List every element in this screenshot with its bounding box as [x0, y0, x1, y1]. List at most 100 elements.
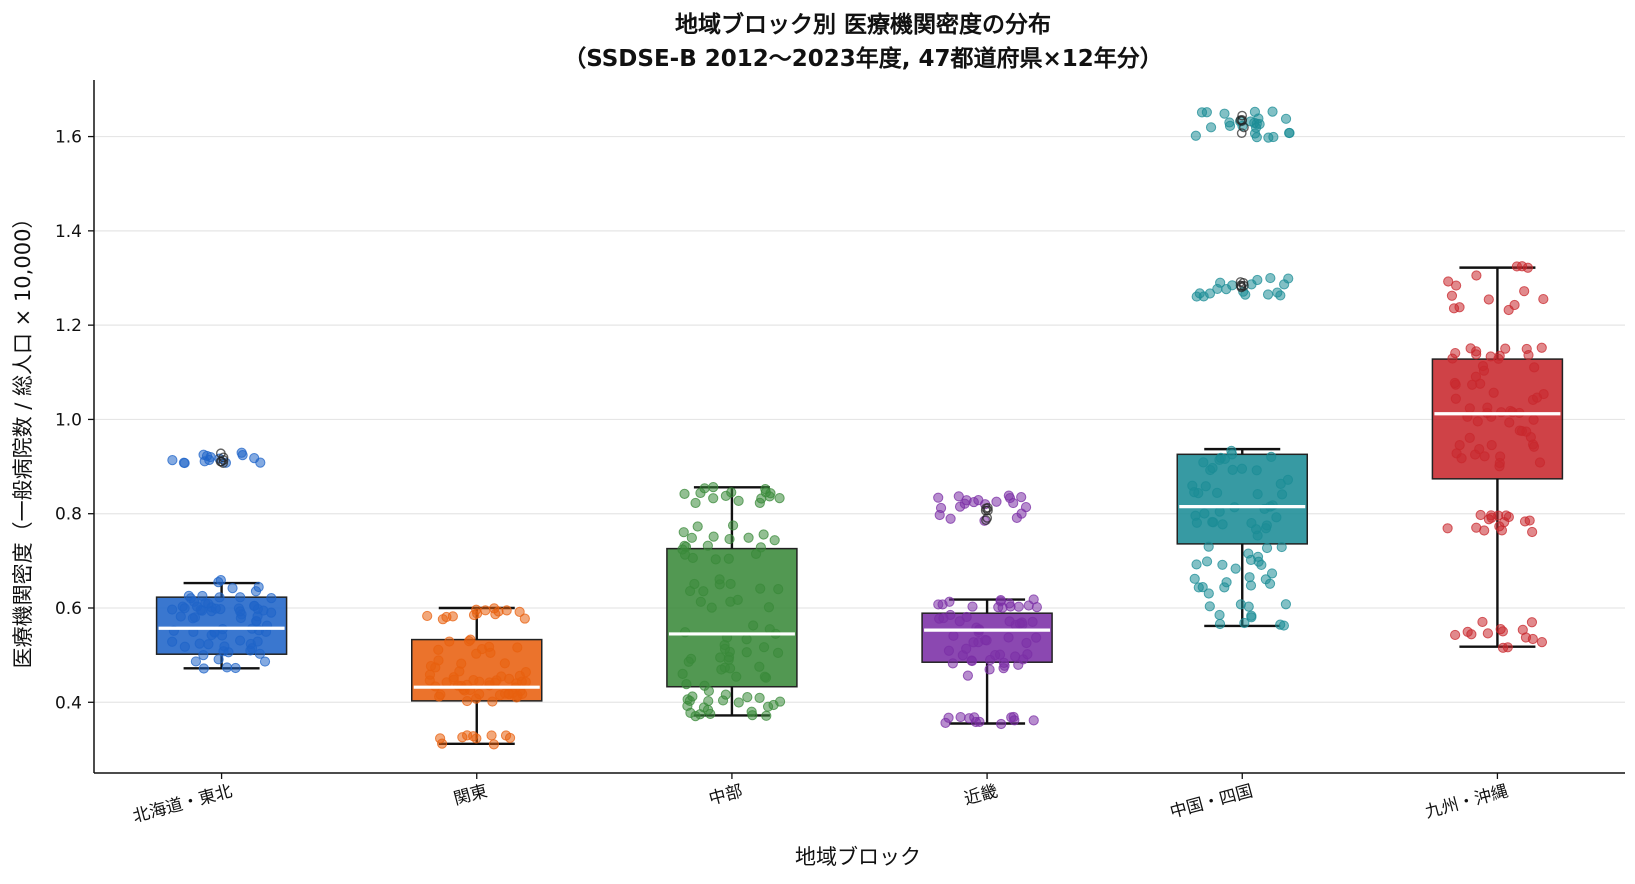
- data-point: [743, 532, 754, 543]
- data-point: [1522, 262, 1533, 273]
- data-point: [687, 691, 698, 702]
- data-point: [774, 493, 785, 504]
- data-point: [947, 658, 958, 669]
- data-point: [741, 634, 752, 645]
- data-point: [1271, 512, 1282, 523]
- data-point: [1450, 347, 1461, 359]
- data-point: [1203, 588, 1214, 599]
- y-tick-label: 0.6: [55, 599, 82, 619]
- data-point: [683, 656, 694, 667]
- data-point: [967, 601, 978, 612]
- data-point: [1451, 280, 1462, 291]
- x-tick-label: 中部: [707, 781, 745, 809]
- data-point: [1523, 349, 1534, 361]
- data-point: [1494, 350, 1505, 361]
- data-point: [1483, 514, 1494, 525]
- data-point: [1212, 487, 1223, 498]
- data-point: [1252, 274, 1263, 286]
- data-point: [1464, 432, 1475, 443]
- data-point: [1191, 559, 1202, 570]
- data-point: [258, 605, 269, 616]
- data-point: [1449, 377, 1460, 389]
- data-point: [715, 652, 726, 663]
- data-point: [1239, 617, 1250, 629]
- data-point: [1219, 108, 1230, 119]
- data-point: [1527, 526, 1538, 538]
- data-point: [1477, 360, 1489, 372]
- data-point: [235, 606, 246, 617]
- data-point: [1203, 541, 1214, 552]
- data-point: [706, 602, 717, 613]
- data-point: [213, 654, 224, 665]
- data-point: [1009, 715, 1020, 726]
- outlier-marker: [1237, 110, 1248, 121]
- data-point: [190, 656, 202, 667]
- data-point: [1246, 610, 1257, 621]
- data-point: [1236, 463, 1248, 474]
- data-point: [503, 673, 515, 684]
- data-point: [943, 645, 955, 656]
- data-point: [1005, 601, 1016, 612]
- data-point: [948, 630, 959, 641]
- data-point: [1224, 117, 1235, 128]
- x-tick-label: 九州・沖縄: [1423, 781, 1510, 822]
- data-point: [687, 552, 698, 564]
- data-point: [480, 605, 491, 616]
- outlier-marker: [982, 502, 993, 513]
- data-point: [723, 553, 734, 564]
- data-point: [705, 708, 716, 720]
- data-point: [1004, 616, 1015, 627]
- data-point: [504, 732, 516, 744]
- data-point: [1529, 362, 1540, 373]
- data-point: [754, 661, 765, 672]
- data-point: [1207, 516, 1218, 528]
- data-point: [1443, 276, 1454, 287]
- data-point: [221, 662, 233, 673]
- data-point: [717, 695, 729, 706]
- data-point: [1267, 106, 1278, 117]
- data-point: [725, 578, 736, 590]
- data-point: [969, 712, 980, 723]
- data-point: [999, 660, 1010, 671]
- data-point: [1264, 578, 1276, 589]
- data-point: [1191, 291, 1202, 302]
- data-point: [514, 606, 525, 617]
- outlier-marker: [1235, 115, 1246, 125]
- data-point: [194, 638, 205, 649]
- data-point: [454, 666, 465, 677]
- data-point: [487, 696, 498, 707]
- y-axis-label: 医療機関密度（一般病院数 / 総人口 × 10,000）: [11, 208, 35, 669]
- chart-title-line-1: 地域ブロック別 医療機関密度の分布: [675, 11, 1051, 38]
- data-point: [1514, 425, 1525, 436]
- data-point: [1280, 599, 1292, 610]
- data-point: [1268, 131, 1279, 143]
- data-point: [1280, 113, 1292, 124]
- data-point: [1022, 649, 1033, 660]
- data-point: [1226, 445, 1237, 456]
- data-point: [1450, 393, 1461, 404]
- data-point: [1276, 541, 1287, 553]
- data-point: [1503, 304, 1514, 316]
- data-point: [935, 502, 947, 514]
- data-point: [1021, 637, 1032, 649]
- data-point: [433, 655, 444, 666]
- data-point: [742, 691, 753, 703]
- data-point: [1477, 616, 1488, 628]
- data-point: [690, 711, 701, 722]
- data-point: [996, 718, 1007, 730]
- data-point: [1482, 402, 1493, 413]
- data-point: [520, 667, 531, 678]
- data-point: [214, 592, 225, 603]
- gridlines: [94, 135, 1625, 703]
- data-point: [266, 593, 277, 604]
- data-point: [699, 680, 710, 691]
- data-point: [1507, 407, 1518, 418]
- data-point: [1251, 132, 1262, 143]
- data-point: [710, 554, 721, 565]
- y-tick-label: 0.4: [55, 693, 82, 713]
- data-point: [461, 695, 473, 707]
- x-tick-label: 関東: [452, 781, 490, 809]
- data-point: [234, 635, 246, 646]
- data-point: [1450, 629, 1461, 641]
